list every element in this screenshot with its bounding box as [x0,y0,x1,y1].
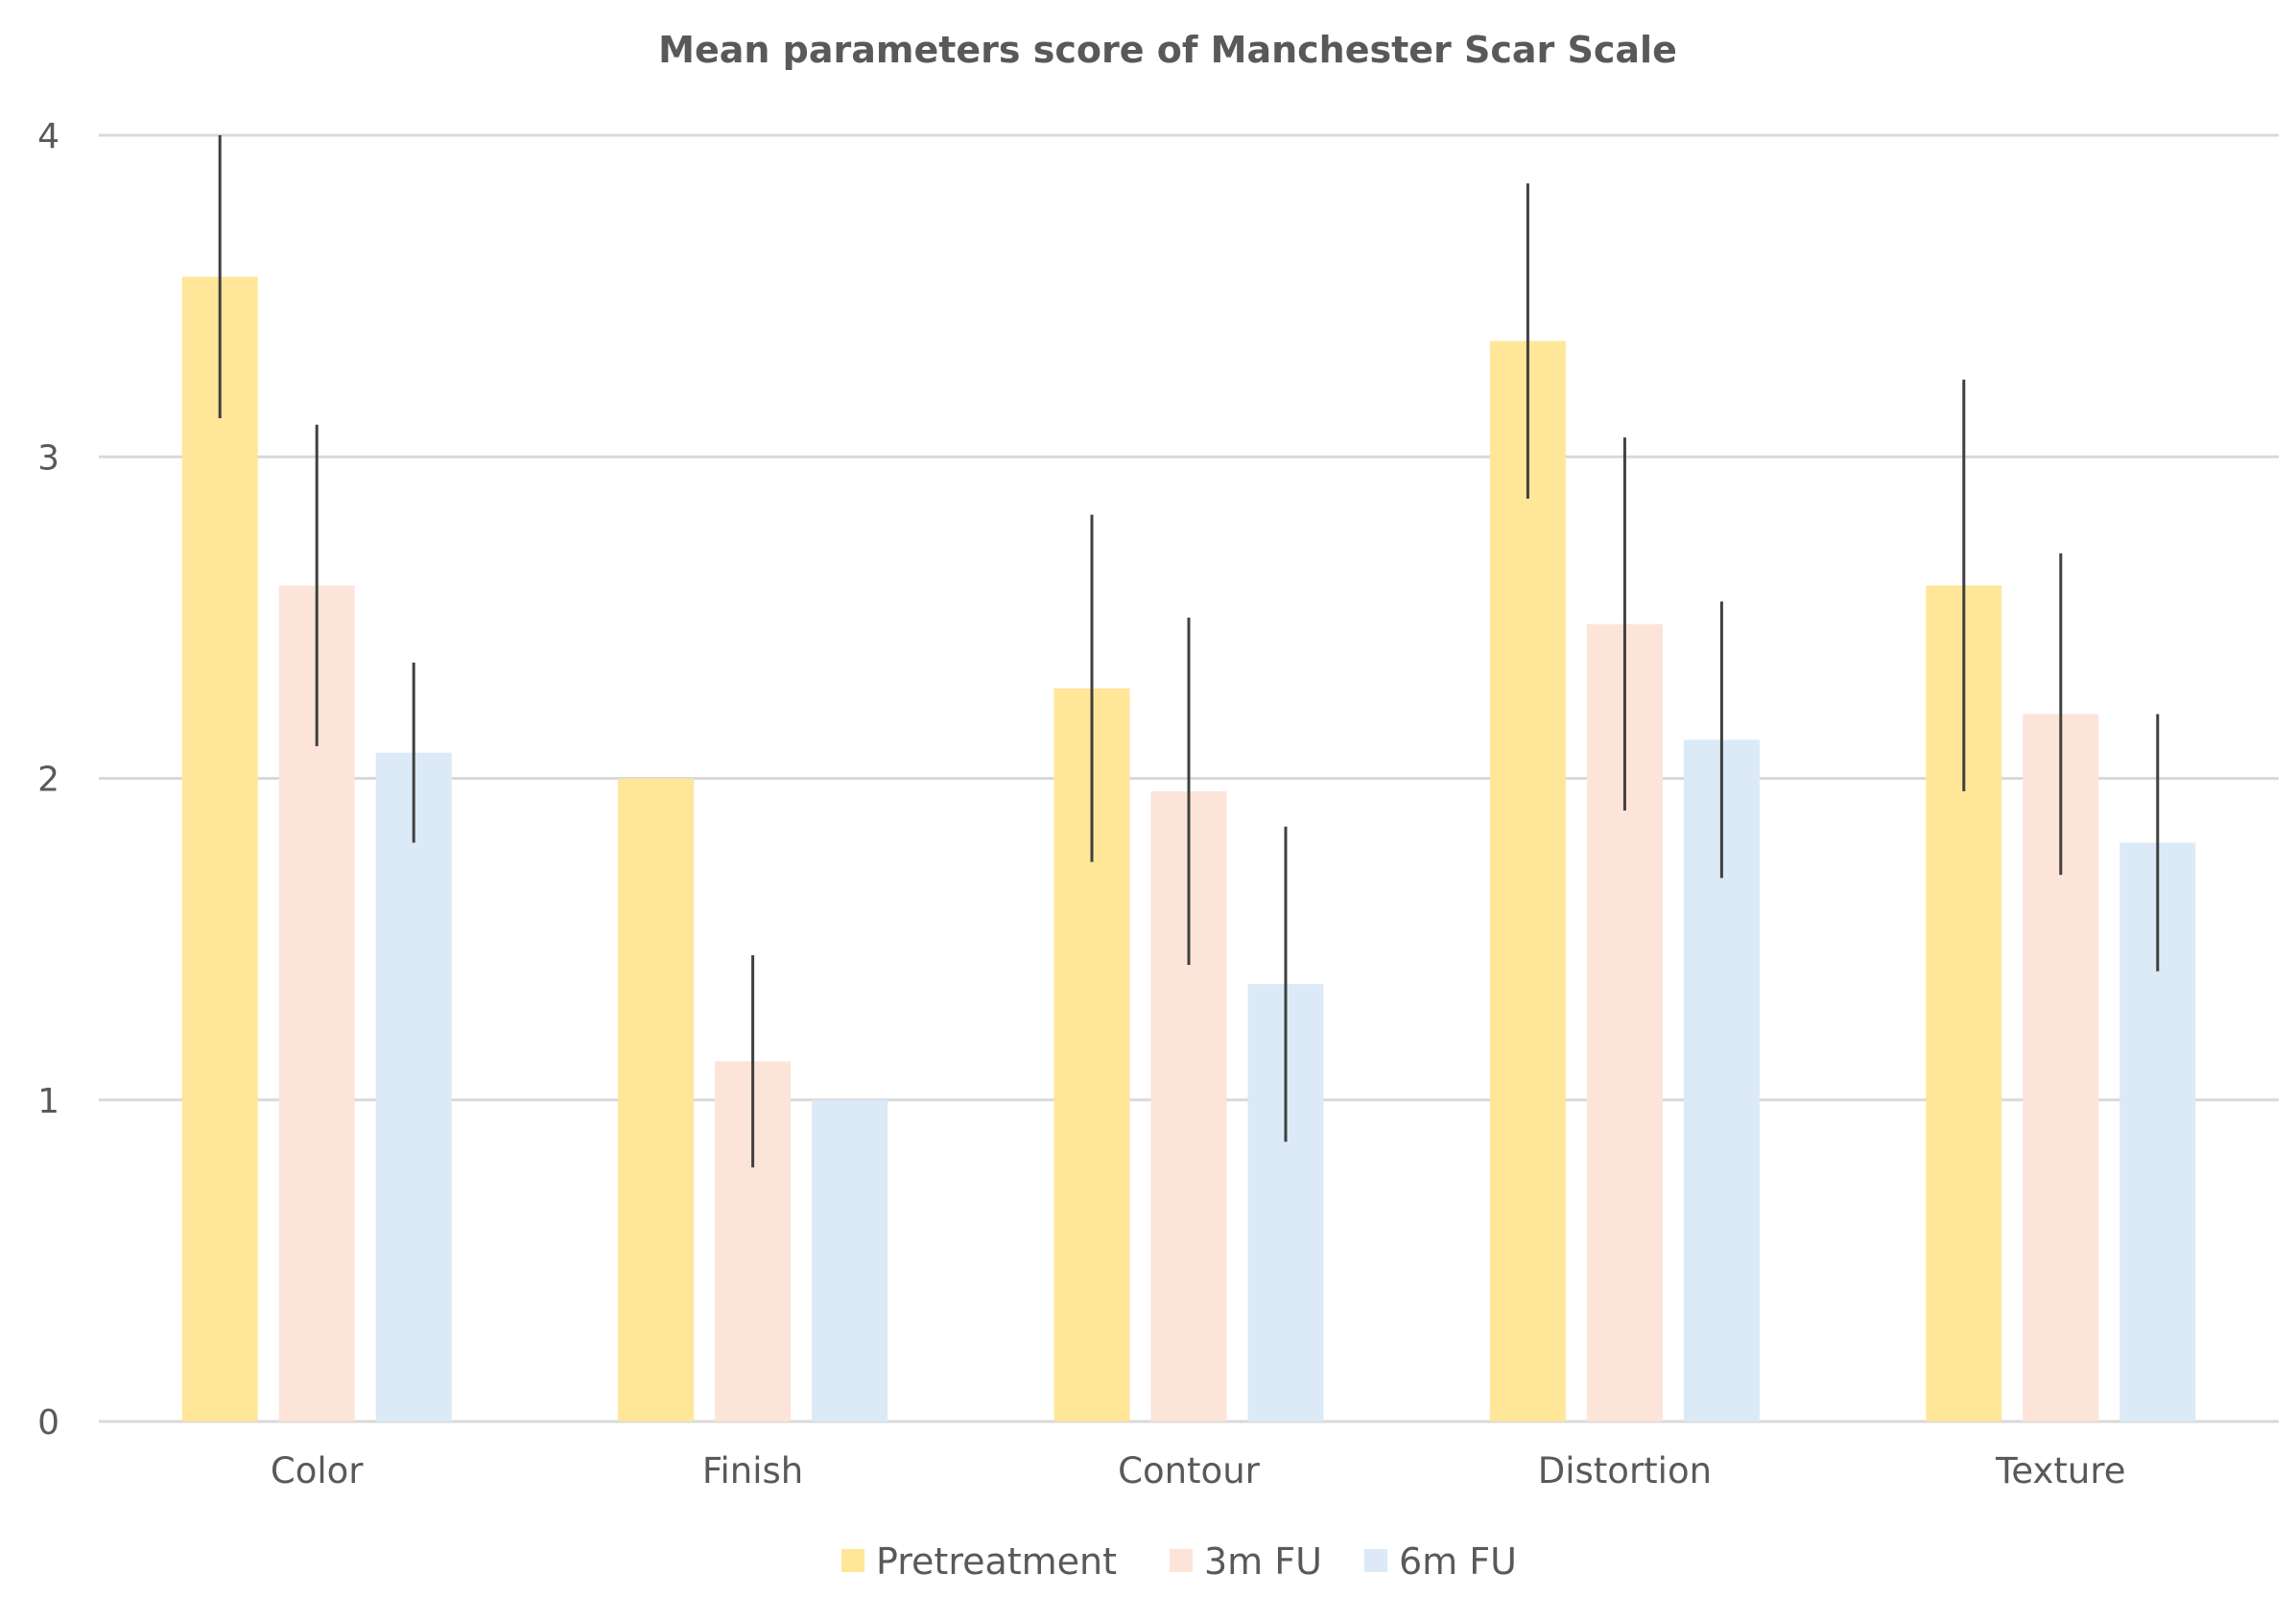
bar-color-6m-fu [375,752,452,1421]
bar-color-pretreatment [181,276,258,1421]
y-tick-label: 1 [37,1082,59,1121]
chart-title: Mean parameters score of Manchester Scar… [658,29,1677,71]
bars [181,276,2196,1421]
y-tick-label: 3 [37,438,59,478]
x-axis-category-labels: Color Finish Contour Distortion Texture [271,1450,2126,1492]
category-label-contour: Contour [1118,1450,1261,1492]
legend-label-3m-fu: 3m FU [1204,1540,1322,1583]
category-label-texture: Texture [1995,1450,2125,1492]
legend-label-pretreatment: Pretreatment [876,1540,1117,1583]
legend-swatch-pretreatment [841,1549,864,1572]
legend: Pretreatment 3m FU 6m FU [841,1540,1517,1583]
legend-swatch-6m-fu [1364,1549,1387,1572]
y-axis-tick-labels: 0 1 2 3 4 [37,117,59,1443]
y-tick-label: 4 [37,117,59,156]
category-label-color: Color [271,1450,364,1492]
legend-label-6m-fu: 6m FU [1399,1540,1517,1583]
legend-swatch-3m-fu [1170,1549,1193,1572]
error-bars [218,135,2160,1168]
category-label-finish: Finish [702,1450,803,1492]
y-tick-label: 2 [37,761,59,800]
bar-distortion-pretreatment [1489,341,1566,1421]
category-label-distortion: Distortion [1538,1450,1712,1492]
bar-finish-6m-fu [812,1099,888,1421]
bar-finish-pretreatment [618,778,695,1421]
y-tick-label: 0 [37,1403,59,1443]
